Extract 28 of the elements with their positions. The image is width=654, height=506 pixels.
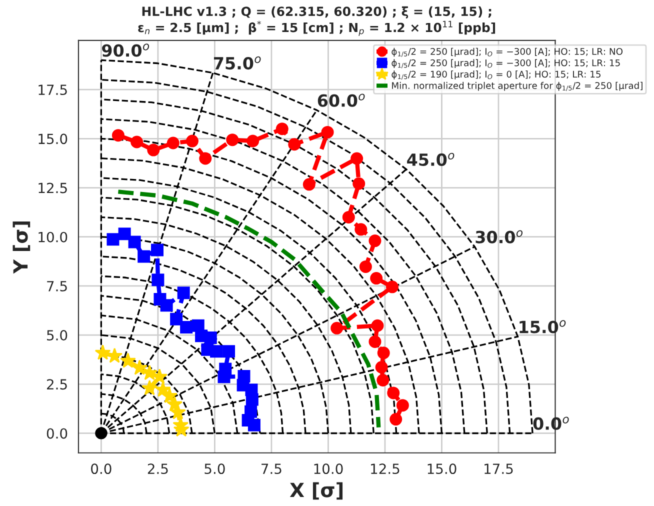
x-tick-label: 12.5 [371,464,400,474]
annotation: 75.0$^{o}$ [214,56,261,70]
x-tick-label: 2.5 [148,464,168,474]
legend-label: ϕ$_{1/5}$/2 = 250 [μrad]; I$_{O}$ = −300 [A]; HO: 15; LR: NO [392,48,623,57]
y-tick-label: 10.0 [38,232,68,242]
y-tick-label: 2.5 [46,379,67,390]
y-tick-label: 0.0 [46,428,68,439]
x-tick-label: 10.0 [314,464,343,474]
x-tick-label: 7.5 [262,464,282,474]
chart-title: HL-LHC v1.3 ; Q = (62.315, 60.320) ; ξ = (15, 15) ; ε$_{n}$ = 2.5 [μm] ; β$^{*}$ = 15 [cm] ; N$_{p}$ = 1.2 × 10$^{11}$ [ppb] [138,6,496,36]
x-tick-label: 15.0 [428,464,456,474]
x-tick-label: 5.0 [204,464,225,474]
y-tick-label: 17.5 [38,84,67,96]
x-axis-title: X [σ] [290,482,343,500]
y-axis-title: Y [σ] [12,221,30,274]
annotation: 30.0$^{o}$ [476,230,523,244]
y-tick-label: 7.5 [47,281,67,292]
annotation: 45.0$^{o}$ [407,152,454,166]
y-tick-label: 12.5 [38,182,67,194]
annotation: 60.0$^{o}$ [318,94,365,107]
y-tick-label: 15.0 [38,134,68,144]
legend-label: ϕ$_{1/5}$/2 = 250 [μrad]; I$_{O}$ = −300 [A]; HO: 15; LR: 15 [392,59,620,68]
x-tick-label: 17.5 [484,464,513,474]
legend-label: ϕ$_{1/5}$/2 = 190 [μrad]; I$_{O}$ = 0 [A]; HO: 15; LR: 15 [392,70,600,80]
legend-label: Min. normalized triplet aperture for ϕ$_{1/5}$/2 = 250 [μrad] [392,82,642,91]
x-tick-label: 0.0 [91,464,112,474]
y-tick-label: 5.0 [47,330,68,341]
annotation: 90.0$^{o}$ [102,44,150,57]
